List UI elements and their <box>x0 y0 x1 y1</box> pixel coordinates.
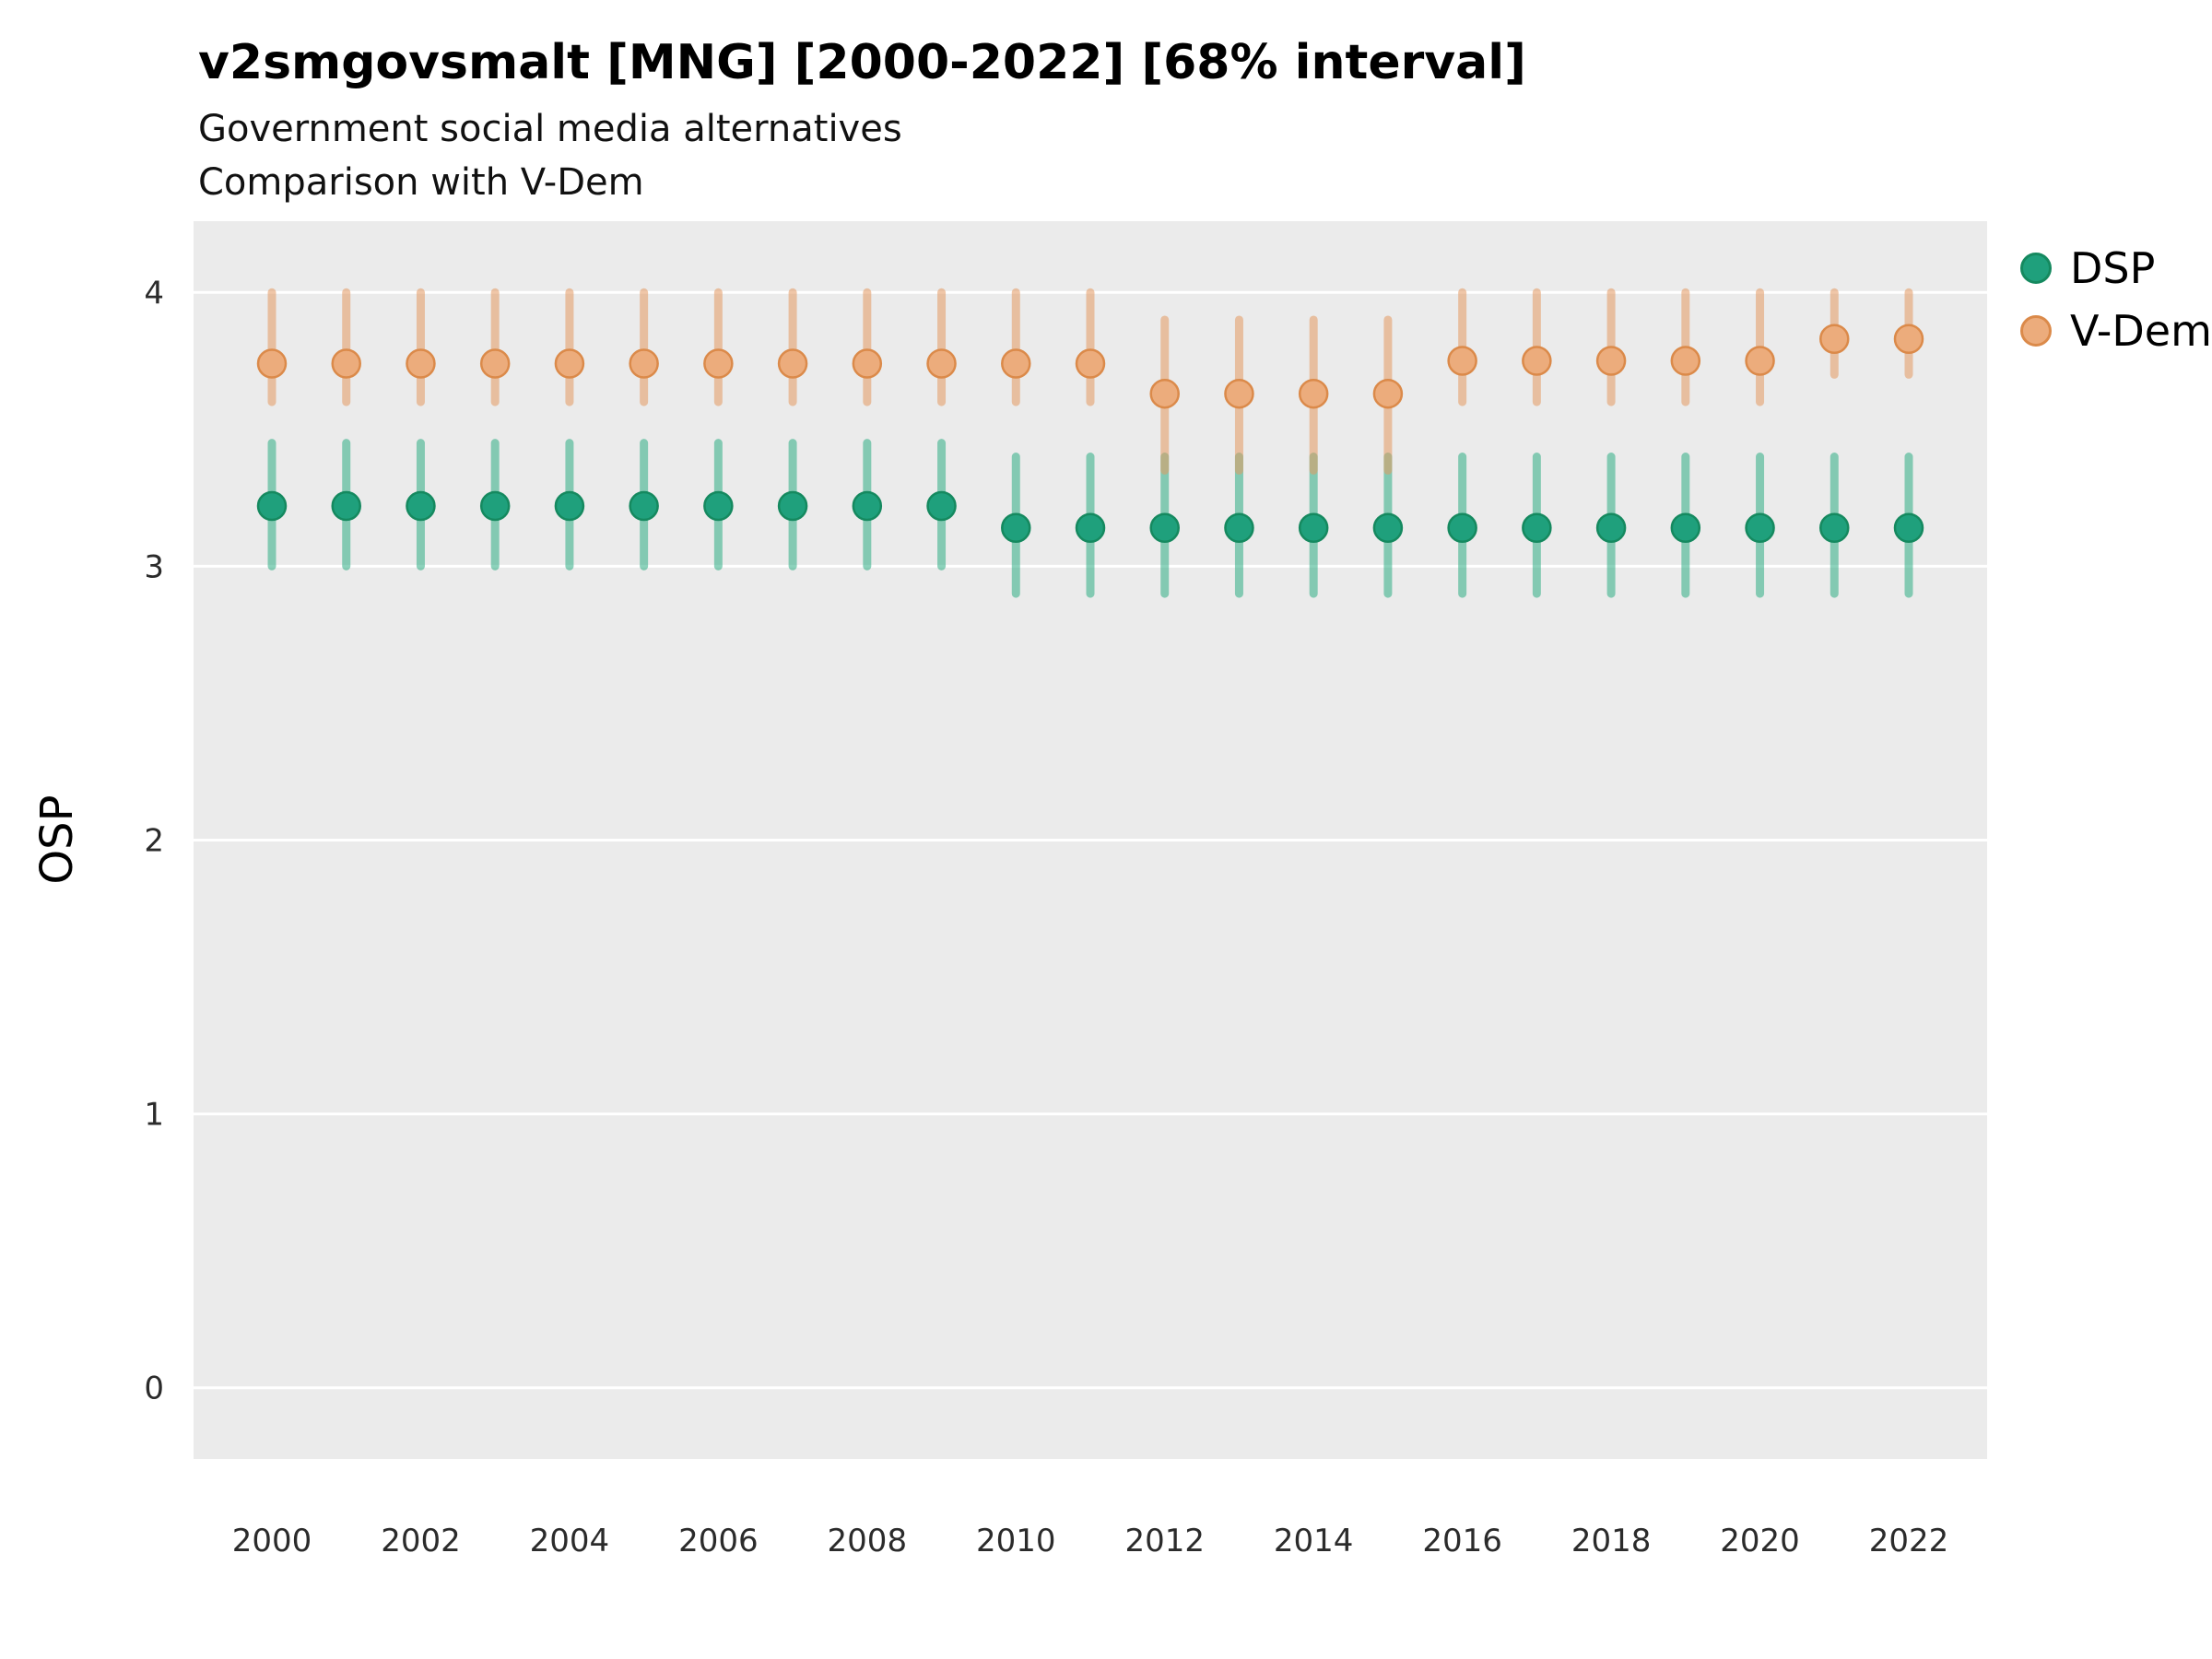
legend-item-vdem: V-Dem <box>2020 310 2212 352</box>
data-point <box>479 348 511 379</box>
data-point <box>479 490 511 522</box>
chart-subtitle-line1: Government social media alternatives <box>198 108 902 150</box>
data-point <box>1001 512 1031 544</box>
data-point <box>1298 512 1329 544</box>
x-tick-label: 2006 <box>678 1523 759 1559</box>
data-point <box>629 490 659 522</box>
legend: DSP V-Dem <box>2020 247 2212 352</box>
data-point <box>703 348 734 379</box>
x-tick-label: 2008 <box>828 1523 908 1559</box>
data-point <box>1522 512 1552 544</box>
data-point <box>1075 348 1106 379</box>
data-point <box>1522 346 1552 376</box>
data-point <box>703 490 734 522</box>
y-tick-label: 2 <box>144 823 164 860</box>
data-point <box>1001 348 1031 379</box>
data-point <box>1224 512 1254 544</box>
data-point <box>1149 378 1180 409</box>
data-point <box>1893 324 1924 355</box>
v-dem-points <box>256 324 1924 409</box>
data-point <box>1447 346 1477 376</box>
data-point <box>331 348 361 379</box>
data-point <box>777 490 808 522</box>
x-tick-label: 2016 <box>1422 1523 1502 1559</box>
data-point <box>554 348 585 379</box>
data-point <box>554 490 585 522</box>
y-axis-tick-labels: 0 1 2 3 4 <box>144 275 164 1406</box>
chart-title: v2smgovsmalt [MNG] [2000-2022] [68% inte… <box>198 35 1526 90</box>
data-point <box>406 490 436 522</box>
data-point <box>331 490 361 522</box>
data-point <box>1298 378 1329 409</box>
data-point <box>256 490 288 522</box>
y-tick-label: 1 <box>144 1097 164 1134</box>
data-point <box>1670 512 1701 544</box>
legend-label-dsp: DSP <box>2070 243 2156 293</box>
data-point <box>629 348 659 379</box>
data-point <box>1224 378 1254 409</box>
data-point <box>1372 512 1404 544</box>
legend-label-vdem: V-Dem <box>2070 306 2212 356</box>
data-point <box>256 348 288 379</box>
data-point <box>1893 512 1924 544</box>
data-point <box>852 348 883 379</box>
y-tick-label: 0 <box>144 1371 164 1407</box>
vdem-legend-dot-icon <box>2020 315 2052 347</box>
x-tick-label: 2012 <box>1124 1523 1205 1559</box>
legend-item-dsp: DSP <box>2020 247 2212 289</box>
data-point <box>1149 512 1180 544</box>
x-tick-label: 2018 <box>1571 1523 1652 1559</box>
x-tick-label: 2022 <box>1869 1523 1949 1559</box>
y-tick-label: 4 <box>144 275 164 312</box>
data-point <box>1819 512 1850 544</box>
data-point <box>777 348 808 379</box>
data-point <box>1595 512 1627 544</box>
x-tick-label: 2010 <box>976 1523 1056 1559</box>
data-point <box>852 490 883 522</box>
dsp-points <box>256 490 1924 544</box>
data-point <box>926 348 957 379</box>
data-point <box>1372 378 1404 409</box>
y-tick-label: 3 <box>144 548 164 585</box>
dsp-legend-dot-icon <box>2020 253 2052 284</box>
x-tick-label: 2020 <box>1720 1523 1800 1559</box>
x-tick-label: 2002 <box>381 1523 461 1559</box>
x-tick-label: 2004 <box>530 1523 610 1559</box>
x-tick-label: 2000 <box>232 1523 312 1559</box>
data-point <box>1819 324 1850 355</box>
data-point <box>1745 512 1775 544</box>
data-point <box>1670 346 1701 376</box>
x-axis-tick-labels: 2000 2002 2004 2006 2008 2010 2012 2014 2016 2018… <box>232 1523 1949 1559</box>
data-point <box>1745 346 1775 376</box>
data-point <box>926 490 957 522</box>
data-point <box>406 348 436 379</box>
chart-subtitle-line2: Comparison with V-Dem <box>198 161 644 204</box>
data-point <box>1447 512 1477 544</box>
data-point <box>1595 346 1627 376</box>
x-tick-label: 2014 <box>1274 1523 1354 1559</box>
data-point <box>1075 512 1106 544</box>
